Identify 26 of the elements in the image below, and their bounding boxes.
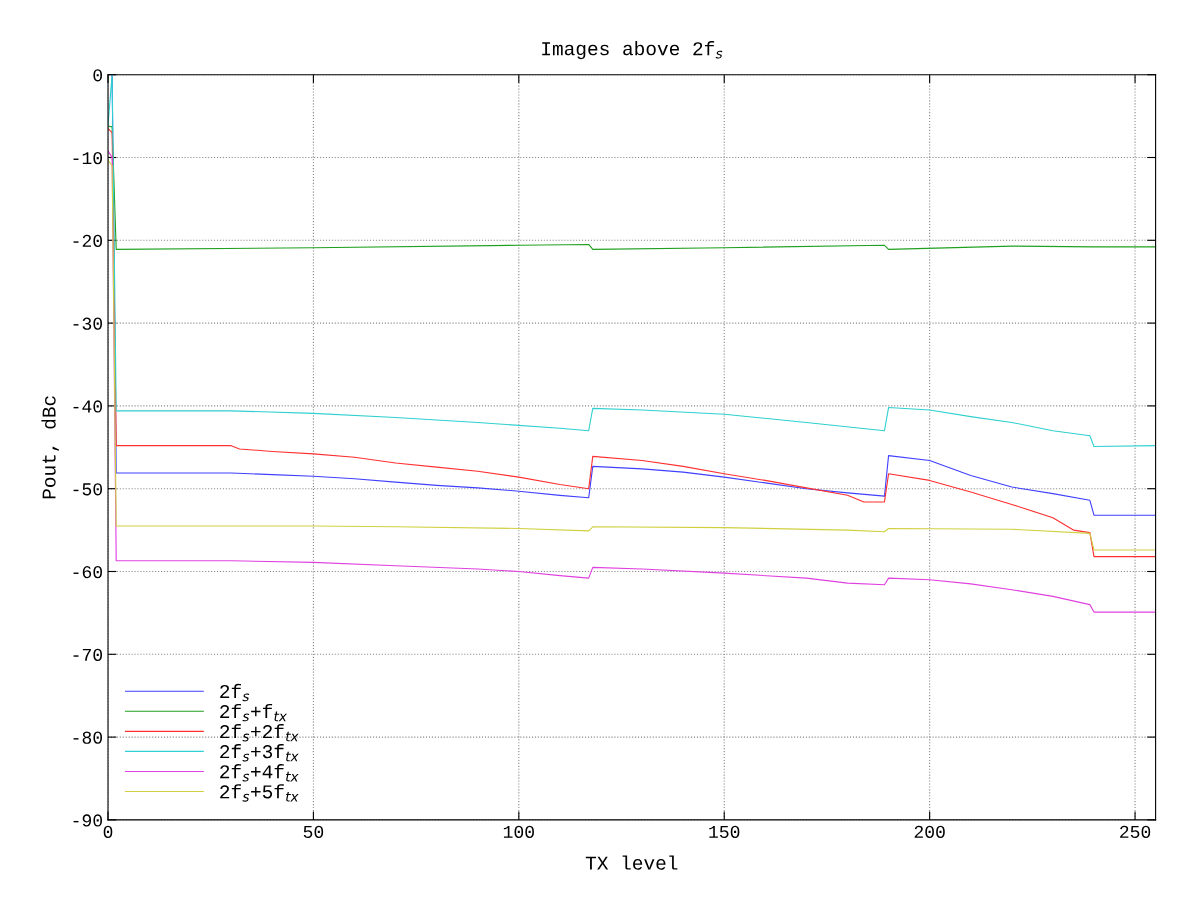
legend-label: 2f$_{s}$: [220, 683, 250, 702]
y-tick-label: -40: [73, 400, 103, 413]
x-tick-label: 0: [103, 825, 113, 839]
y-axis-title: Pout, dBc: [41, 396, 59, 499]
y-tick-label: -10: [73, 151, 103, 165]
x-tick-label: 100: [503, 825, 534, 839]
y-tick-label: -80: [73, 731, 103, 744]
x-tick-label: 50: [303, 825, 324, 839]
legend-label: 2f$_{s}$+5f$_{tx}$: [220, 784, 299, 802]
chart-title: Images above 2f$_{s}$: [542, 41, 723, 60]
legend-label: 2f$_{s}$+4f$_{tx}$: [220, 764, 299, 782]
y-tick-label: -70: [73, 648, 103, 662]
legend-label: 2f$_{s}$+f$_{tx}$: [220, 703, 288, 722]
y-tick-label: -30: [73, 317, 103, 330]
y-tick-label: -90: [73, 814, 103, 827]
legend-label: 2f$_{s}$+3f$_{tx}$: [220, 744, 299, 762]
legend-label: 2f$_{s}$+2f$_{tx}$: [220, 723, 299, 742]
y-tick-label: -50: [73, 483, 103, 496]
line-series: [108, 125, 1156, 250]
x-tick-label: 150: [709, 825, 740, 839]
y-tick-label: -60: [73, 565, 103, 579]
y-tick-label: -20: [73, 234, 103, 248]
x-axis-title: TX level: [585, 855, 678, 870]
x-tick-label: 250: [1120, 825, 1151, 839]
x-tick-label: 200: [914, 825, 945, 839]
y-tick-label: 0: [93, 69, 103, 82]
